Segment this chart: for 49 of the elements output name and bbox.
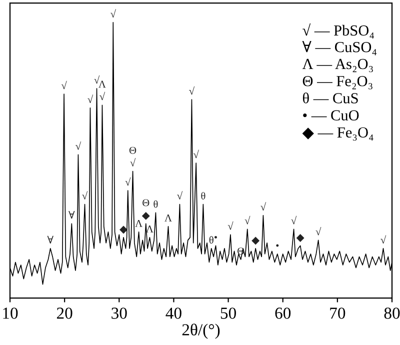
x-tick-label: 80 [384, 308, 400, 319]
x-tick-label: 30 [112, 308, 127, 319]
annotation: √ [76, 141, 82, 150]
annotation: Λ [135, 220, 142, 227]
annotation: ◆ [296, 234, 304, 242]
annotation: θ [209, 236, 214, 244]
x-tick-label: 40 [166, 308, 182, 319]
annotation: ◆ [142, 212, 150, 220]
x-tick-label: 50 [220, 308, 236, 319]
annotation: Λ [164, 214, 172, 222]
annotation: √ [228, 221, 234, 230]
annotation: • — CuO [303, 110, 359, 120]
annotation: Θ [142, 199, 150, 206]
annotation: θ [201, 192, 206, 200]
annotation: √ [82, 191, 88, 200]
annotation: √ [291, 216, 297, 224]
annotation: √ [380, 235, 386, 244]
annotation: √ [244, 216, 250, 224]
annotation: ◆ — Fe₃O₄ [302, 127, 374, 141]
annotation: √ [100, 92, 106, 100]
annotation: Θ — Fe₂O₃ [302, 76, 372, 90]
annotation: √ [94, 75, 100, 84]
annotation: ∀ [47, 236, 54, 244]
x-tick-label: 70 [330, 308, 346, 319]
annotation: √ [189, 86, 195, 95]
annotation: ◆ [252, 236, 260, 245]
annotation: √ [125, 177, 131, 186]
annotation: θ — CuS [302, 92, 358, 104]
annotation: √ [316, 226, 322, 236]
annotation: Λ — As₂O₃ [302, 58, 373, 72]
annotation: √ [88, 94, 94, 103]
annotation: √ [130, 158, 136, 166]
annotation: √ [260, 202, 266, 210]
annotation: Θ [129, 146, 136, 154]
annotation: √ — PbSO₄ [302, 23, 374, 39]
x-tick-label: 60 [275, 308, 291, 319]
annotation: θ [154, 200, 158, 208]
annotation: √ [110, 9, 116, 18]
annotation: ∀ [68, 211, 75, 219]
annotation: • [276, 244, 279, 247]
annotation: √ [193, 150, 199, 158]
annotation: √ [61, 80, 67, 90]
x-tick-label: 20 [56, 308, 72, 319]
x-tick-label: 10 [3, 308, 18, 319]
annotation: √ [177, 191, 183, 200]
x-axis-title: 2θ/(°) [182, 324, 220, 339]
annotation: ∀ — CuSO₄ [302, 40, 377, 56]
annotation: • [214, 236, 217, 238]
annotation: Λ [98, 80, 106, 88]
